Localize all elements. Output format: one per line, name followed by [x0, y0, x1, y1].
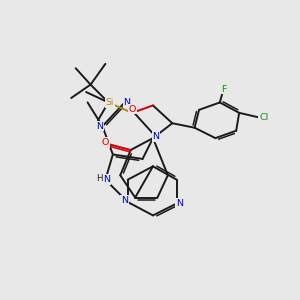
Text: Si: Si: [106, 98, 114, 107]
Text: F: F: [222, 85, 227, 94]
Text: N: N: [152, 132, 159, 141]
Text: N: N: [124, 98, 130, 107]
Text: O: O: [128, 105, 136, 114]
Text: H: H: [96, 174, 103, 183]
Text: Cl: Cl: [259, 113, 268, 122]
Text: N: N: [121, 196, 128, 205]
Text: N: N: [103, 175, 110, 184]
Text: N: N: [96, 122, 103, 131]
Text: N: N: [176, 199, 183, 208]
Text: O: O: [102, 138, 109, 147]
